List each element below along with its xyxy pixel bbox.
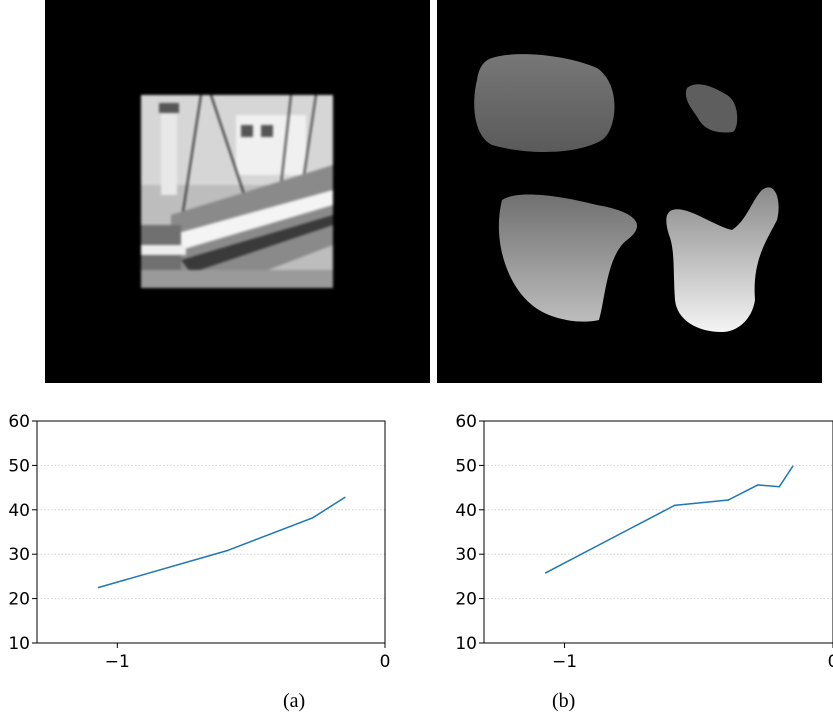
caption-b: (b) xyxy=(552,690,576,712)
y-tick-label: 30 xyxy=(8,545,30,565)
boat-photo xyxy=(141,95,333,288)
data-point xyxy=(544,572,547,574)
x-tick-label: 0 xyxy=(380,652,391,672)
caption-a: (a) xyxy=(283,690,306,712)
data-point xyxy=(673,504,676,507)
y-tick-label: 60 xyxy=(8,412,30,432)
y-tick-label: 20 xyxy=(455,590,477,610)
x-tick-label: −1 xyxy=(552,652,577,672)
x-tick-label: 0 xyxy=(828,652,833,672)
data-point xyxy=(311,516,314,519)
y-tick-label: 40 xyxy=(455,501,477,521)
y-tick-label: 40 xyxy=(8,501,30,521)
data-point xyxy=(778,485,781,488)
y-tick-label: 50 xyxy=(8,456,30,476)
plot-frame xyxy=(36,420,386,644)
series-line xyxy=(545,465,794,574)
mask-blob-4 xyxy=(666,187,779,332)
mask-blobs xyxy=(474,54,779,332)
boat-image-panel xyxy=(45,0,430,383)
data-point xyxy=(226,549,228,552)
y-tick-label: 20 xyxy=(8,590,30,610)
mask-blob-2 xyxy=(685,84,738,133)
line-chart-a: 10 20 30 40 50 60 −1 0 xyxy=(8,412,391,672)
mask-blob-1 xyxy=(474,54,615,152)
series-line xyxy=(98,496,346,589)
y-tick-label: 10 xyxy=(455,634,477,654)
data-point xyxy=(97,586,100,589)
mask-blob-3 xyxy=(498,194,637,322)
line-chart-b: 10 20 30 40 50 60 −1 0 xyxy=(455,412,833,672)
y-tick-label: 10 xyxy=(8,634,30,654)
data-point xyxy=(344,496,346,499)
y-tick-label: 60 xyxy=(455,412,477,432)
y-tick-label: 30 xyxy=(455,545,477,565)
data-point xyxy=(757,484,759,486)
data-point xyxy=(727,499,730,501)
y-tick-label: 50 xyxy=(455,456,477,476)
x-tick-label: −1 xyxy=(105,652,130,672)
segmentation-mask-panel xyxy=(437,0,822,383)
data-point xyxy=(791,465,794,468)
plot-frame xyxy=(483,420,833,644)
